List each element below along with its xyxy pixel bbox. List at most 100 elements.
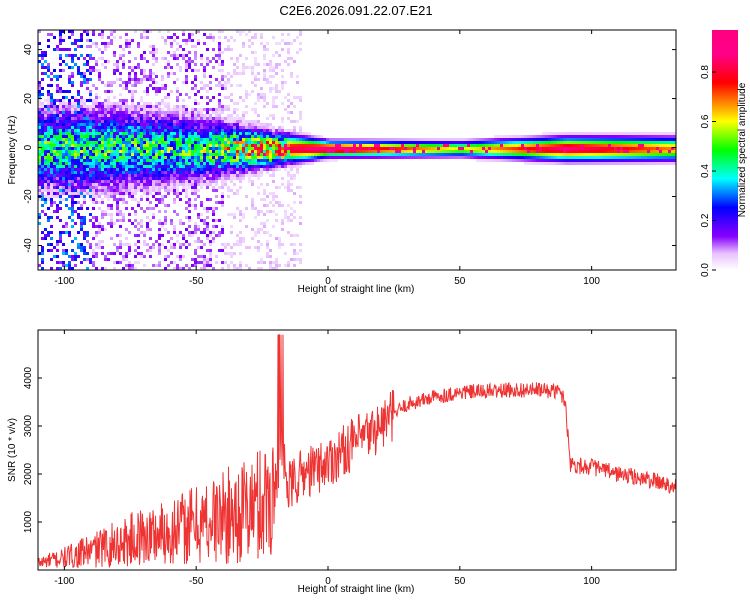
spectrogram-cell <box>179 132 182 135</box>
spectrogram-cell <box>98 69 101 72</box>
spectrogram-cell <box>44 66 47 69</box>
spectrogram-cell <box>293 252 296 255</box>
spectrogram-cell <box>569 138 572 141</box>
spectrogram-cell <box>626 138 629 141</box>
spectrogram-cell <box>392 153 395 156</box>
spectrogram-cell <box>122 87 125 90</box>
spectrogram-cell <box>104 189 107 192</box>
spectrogram-cell <box>56 240 59 243</box>
spectrogram-cell <box>455 147 458 150</box>
spectrogram-cell <box>95 63 98 66</box>
spectrogram-cell <box>452 156 455 159</box>
spectrogram-cell <box>95 126 98 129</box>
spectrogram-cell <box>80 171 83 174</box>
spectrogram-cell <box>38 93 41 96</box>
spectrogram-cell <box>542 153 545 156</box>
spectrogram-cell <box>56 159 59 162</box>
spectrogram-cell <box>257 138 260 141</box>
spectrogram-cell <box>320 135 323 138</box>
spectrogram-cell <box>146 162 149 165</box>
spectrogram-cell <box>50 144 53 147</box>
spectrogram-cell <box>56 135 59 138</box>
spectrogram-cell <box>272 204 275 207</box>
spectrogram-cell <box>191 177 194 180</box>
spectrogram-cell <box>140 153 143 156</box>
spectrogram-cell <box>620 153 623 156</box>
spectrogram-cell <box>545 147 548 150</box>
spectrogram-cell <box>254 138 257 141</box>
spectrogram-cell <box>89 108 92 111</box>
spectrogram-cell <box>218 153 221 156</box>
spectrogram-cell <box>71 225 74 228</box>
spectrogram-cell <box>62 153 65 156</box>
spectrogram-cell <box>566 141 569 144</box>
spectrogram-cell <box>134 153 137 156</box>
spectrogram-cell <box>101 33 104 36</box>
spectrogram-cell <box>188 210 191 213</box>
spectrogram-cell <box>83 135 86 138</box>
spectrogram-cell <box>110 144 113 147</box>
spectrogram-cell <box>530 156 533 159</box>
spectrogram-cell <box>68 102 71 105</box>
spectrogram-cell <box>395 150 398 153</box>
spectrogram-cell <box>83 222 86 225</box>
spectrogram-cell <box>182 141 185 144</box>
spectrogram-cell <box>524 147 527 150</box>
spectrogram-cell <box>182 183 185 186</box>
spectrogram-cell <box>113 192 116 195</box>
spectrogram-cell <box>50 198 53 201</box>
spectrogram-cell <box>152 111 155 114</box>
spectrogram-cell <box>275 267 278 270</box>
spectrogram-cell <box>590 147 593 150</box>
spectrogram-cell <box>164 246 167 249</box>
spectrogram-cell <box>47 84 50 87</box>
spectrogram-cell <box>170 219 173 222</box>
spectrogram-cell <box>260 42 263 45</box>
spectrogram-cell <box>113 159 116 162</box>
spectrogram-cell <box>98 243 101 246</box>
spectrogram-cell <box>332 156 335 159</box>
spectrogram-cell <box>293 144 296 147</box>
spectrogram-cell <box>374 144 377 147</box>
spectrogram-cell <box>251 165 254 168</box>
spectrogram-cell <box>599 159 602 162</box>
spectrogram-cell <box>161 138 164 141</box>
spectrogram-cell <box>98 183 101 186</box>
spectrogram-cell <box>308 156 311 159</box>
spectrogram-cell <box>104 147 107 150</box>
spectrogram-cell <box>125 171 128 174</box>
spectrogram-cell <box>185 117 188 120</box>
spectrogram-cell <box>443 144 446 147</box>
spectrogram-cell <box>191 189 194 192</box>
spectrogram-cell <box>65 135 68 138</box>
spectrogram-cell <box>158 192 161 195</box>
spectrogram-cell <box>539 153 542 156</box>
spectrogram-cell <box>536 138 539 141</box>
spectrogram-cell <box>80 33 83 36</box>
spectrogram-cell <box>113 111 116 114</box>
spectrogram-cell <box>50 150 53 153</box>
spectrogram-cell <box>74 165 77 168</box>
spectrogram-cell <box>176 153 179 156</box>
spectrogram-cell <box>134 105 137 108</box>
spectrogram-cell <box>569 162 572 165</box>
spectrogram-cell <box>113 63 116 66</box>
spectrogram-cell <box>539 135 542 138</box>
spectrogram-cell <box>149 51 152 54</box>
spectrogram-cell <box>38 126 41 129</box>
spectrogram-cell <box>314 156 317 159</box>
spectrogram-cell <box>194 258 197 261</box>
spectrogram-cell <box>206 48 209 51</box>
spectrogram-cell <box>167 171 170 174</box>
spectrogram-cell <box>350 147 353 150</box>
spectrogram-cell <box>206 108 209 111</box>
spectrogram-cell <box>194 186 197 189</box>
spectrogram-cell <box>488 159 491 162</box>
spectrogram-cell <box>155 108 158 111</box>
spectrogram-cell <box>308 141 311 144</box>
spectrogram-cell <box>137 117 140 120</box>
spectrogram-cell <box>119 189 122 192</box>
spectrogram-cell <box>656 150 659 153</box>
spectrogram-cell <box>281 177 284 180</box>
spectrogram-cell <box>233 192 236 195</box>
